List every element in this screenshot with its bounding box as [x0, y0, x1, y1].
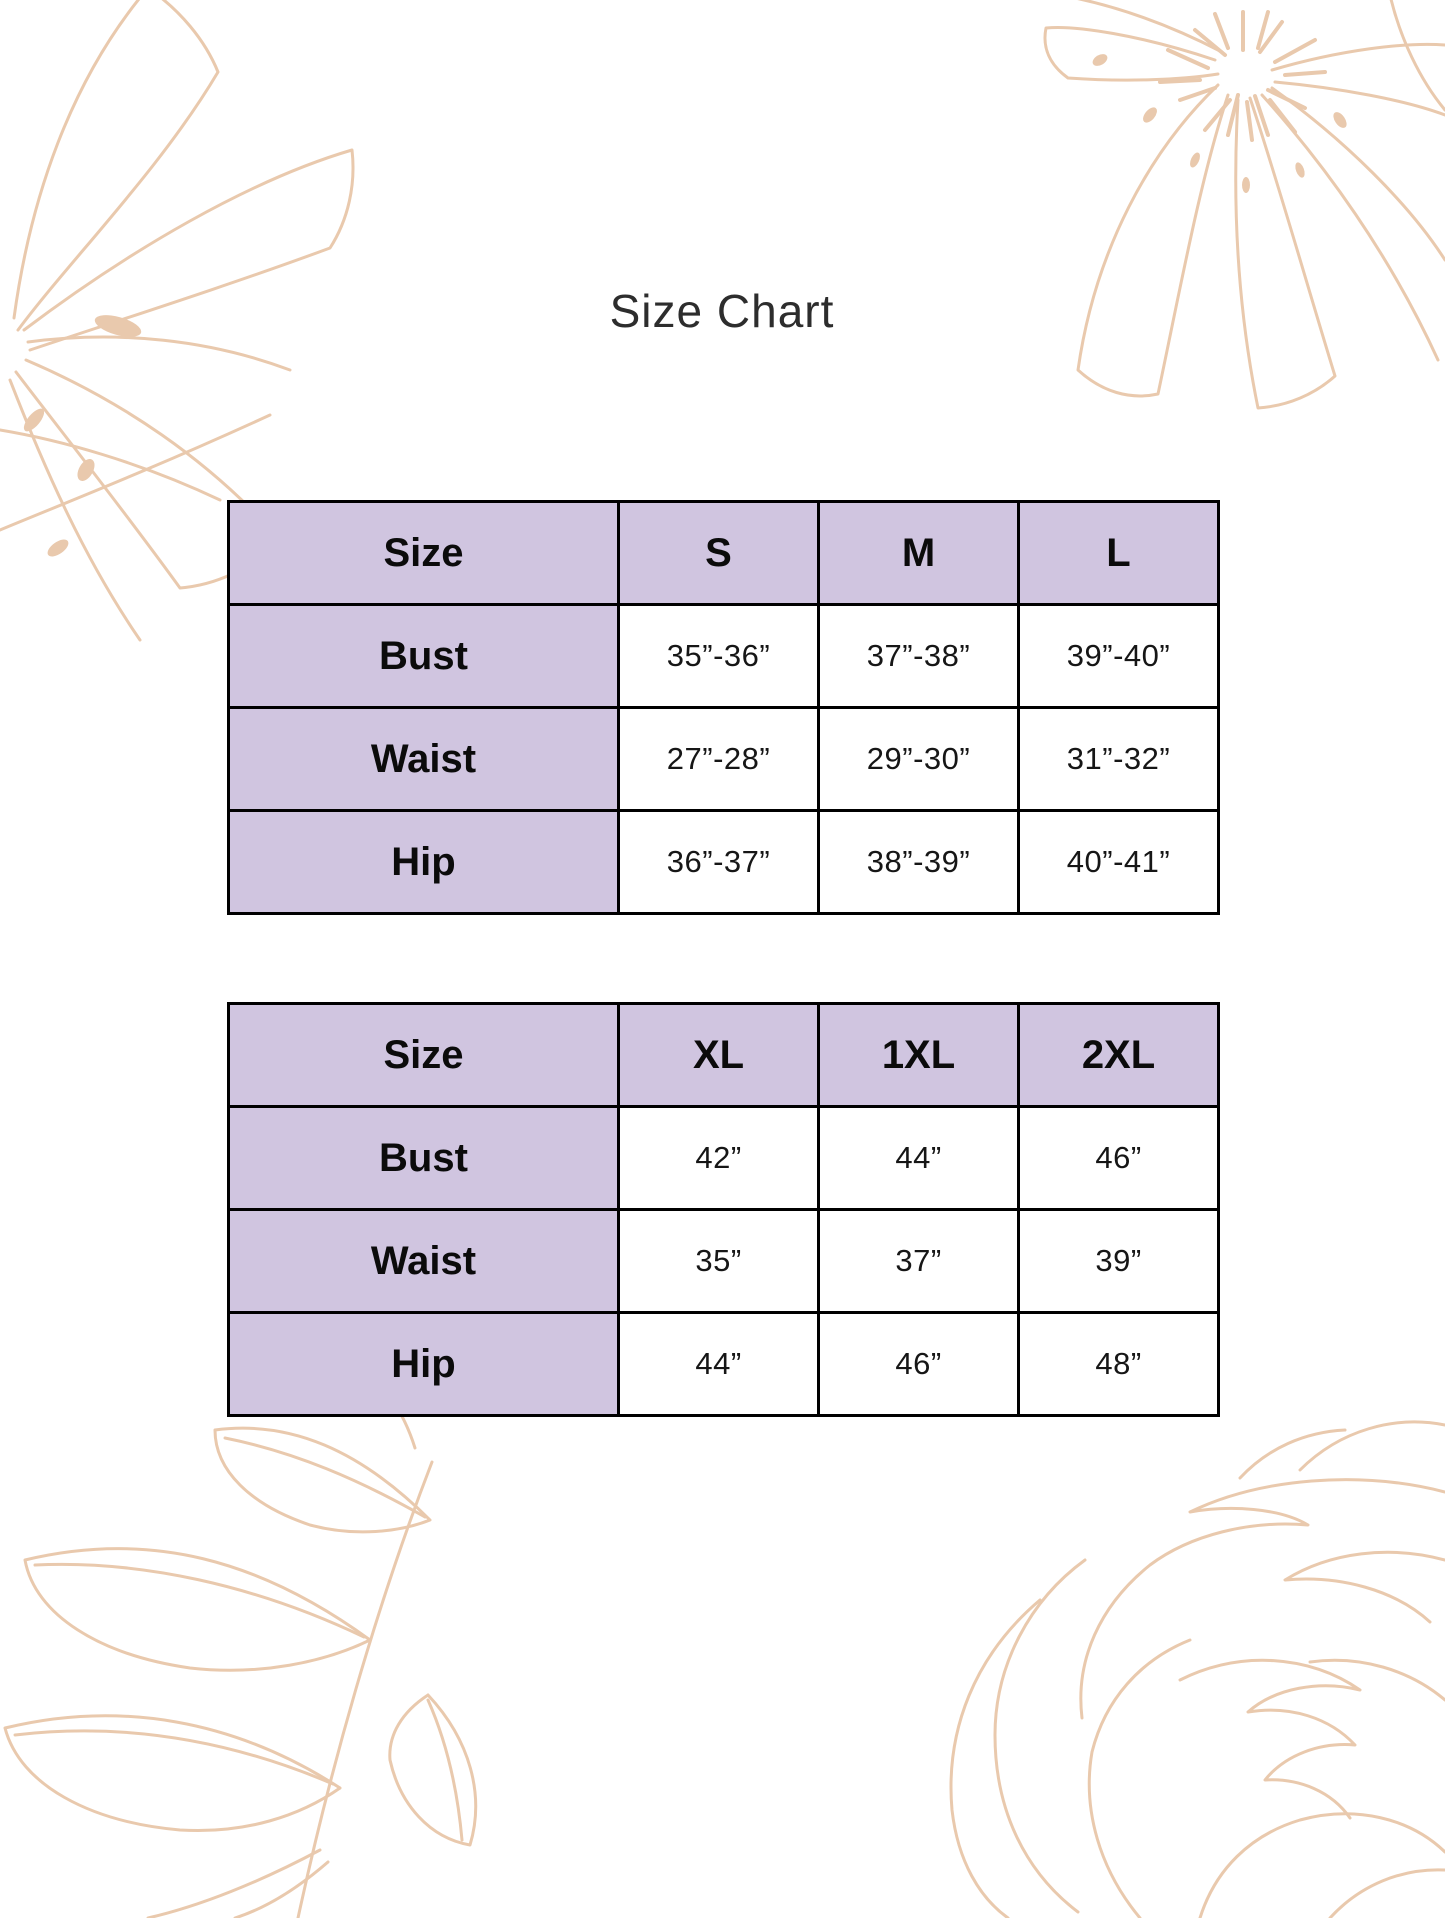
value-cell: 44”: [817, 1105, 1020, 1211]
header-cell: M: [817, 500, 1020, 606]
value-cell: 38”-39”: [817, 809, 1020, 915]
value-cell: 46”: [1017, 1105, 1220, 1211]
size-table-extended: Size XL 1XL 2XL Bust 42” 44” 46” Waist 35” 37” 39” H…: [227, 1002, 1220, 1417]
label-cell: Waist: [227, 706, 620, 812]
value-cell: 36”-37”: [617, 809, 820, 915]
table-row: Waist 35” 37” 39”: [227, 1208, 1220, 1314]
header-cell: 2XL: [1017, 1002, 1220, 1108]
header-cell: XL: [617, 1002, 820, 1108]
value-cell: 39”-40”: [1017, 603, 1220, 709]
header-cell: 1XL: [817, 1002, 1020, 1108]
table-row: Bust 42” 44” 46”: [227, 1105, 1220, 1211]
header-cell: Size: [227, 1002, 620, 1108]
value-cell: 44”: [617, 1311, 820, 1417]
value-cell: 27”-28”: [617, 706, 820, 812]
header-cell: Size: [227, 500, 620, 606]
value-cell: 42”: [617, 1105, 820, 1211]
label-cell: Bust: [227, 603, 620, 709]
label-cell: Waist: [227, 1208, 620, 1314]
label-cell: Hip: [227, 809, 620, 915]
header-cell: L: [1017, 500, 1220, 606]
value-cell: 37”-38”: [817, 603, 1020, 709]
label-cell: Hip: [227, 1311, 620, 1417]
value-cell: 29”-30”: [817, 706, 1020, 812]
value-cell: 35”-36”: [617, 603, 820, 709]
value-cell: 31”-32”: [1017, 706, 1220, 812]
value-cell: 37”: [817, 1208, 1020, 1314]
table-row: Bust 35”-36” 37”-38” 39”-40”: [227, 603, 1220, 709]
value-cell: 40”-41”: [1017, 809, 1220, 915]
table-row: Waist 27”-28” 29”-30” 31”-32”: [227, 706, 1220, 812]
header-row: Size S M L: [227, 500, 1220, 606]
peony-bottom-right-icon: [949, 1420, 1445, 1918]
header-cell: S: [617, 500, 820, 606]
value-cell: 48”: [1017, 1311, 1220, 1417]
leafy-branch-bottom-left-icon: [3, 1343, 478, 1918]
value-cell: 35”: [617, 1208, 820, 1314]
value-cell: 39”: [1017, 1208, 1220, 1314]
size-table-regular: Size S M L Bust 35”-36” 37”-38” 39”-40” Waist 27”…: [227, 500, 1220, 915]
header-row: Size XL 1XL 2XL: [227, 1002, 1220, 1108]
table-row: Hip 44” 46” 48”: [227, 1311, 1220, 1417]
label-cell: Bust: [227, 1105, 620, 1211]
value-cell: 46”: [817, 1311, 1020, 1417]
flower-top-right-icon: [1043, 0, 1445, 410]
page-title: Size Chart: [609, 285, 835, 337]
table-row: Hip 36”-37” 38”-39” 40”-41”: [227, 809, 1220, 915]
